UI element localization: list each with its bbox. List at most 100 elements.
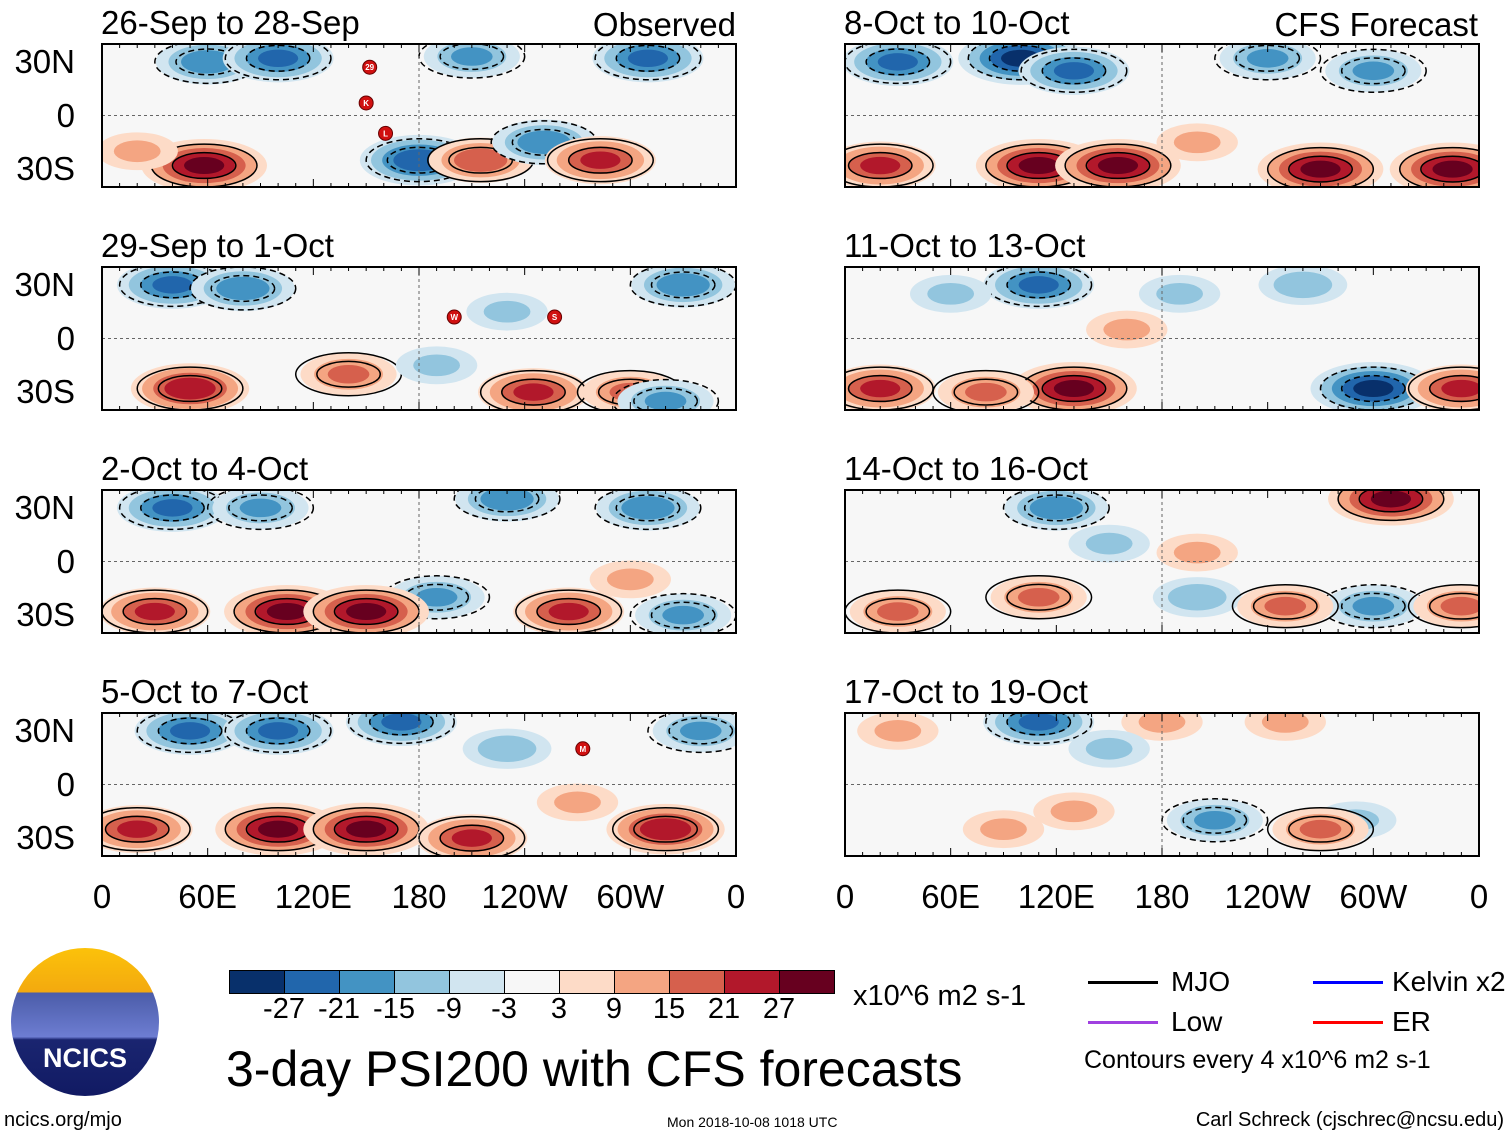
map-panel: [844, 712, 1480, 857]
mjo-contour: [611, 378, 720, 410]
lat-tick-label: 0: [56, 96, 75, 134]
mjo-contour: [1006, 271, 1072, 299]
colorbar-swatch: [340, 971, 395, 993]
panel-title: 2-Oct to 4-Oct: [101, 450, 309, 487]
mjo-contour: [1407, 583, 1479, 629]
mjo-contour: [1428, 592, 1479, 620]
footer-timestamp: Mon 2018-10-08 1018 UTC: [667, 1114, 838, 1130]
legend-kelvin-label: Kelvin x2: [1392, 966, 1506, 997]
tropical-cyclone-icon: [378, 125, 394, 141]
mjo-contour: [474, 490, 540, 513]
mjo-contour: [206, 490, 315, 531]
colorbar-tick-label: 15: [652, 993, 686, 1025]
anomaly-shading: [181, 50, 235, 74]
anomaly-shading: [257, 820, 299, 838]
mjo-contour: [1288, 815, 1353, 843]
anomaly-shading: [113, 140, 161, 163]
mjo-contour: [1340, 592, 1406, 620]
colorbar-tick-label: -3: [491, 993, 517, 1025]
tropical-cyclone-icon: [362, 59, 378, 75]
lat-tick-label: 30N: [14, 42, 75, 80]
mjo-contour: [1340, 57, 1406, 85]
mjo-contour: [668, 717, 734, 745]
mjo-contour: [245, 717, 311, 745]
map-panel: [844, 266, 1480, 411]
lon-tick-label: 120E: [1017, 878, 1095, 915]
mjo-contour: [650, 271, 716, 299]
lat-tick-label: 30N: [14, 711, 75, 749]
anomaly-shading: [327, 364, 370, 384]
lat-tick-label: 30S: [16, 819, 75, 857]
mjo-contour: [1006, 583, 1072, 611]
mjo-contour: [1214, 44, 1322, 81]
anomaly-shading: [1050, 800, 1098, 823]
anomaly-shading: [1053, 62, 1095, 80]
mjo-contour: [501, 378, 566, 406]
mjo-contour: [210, 274, 276, 303]
mjo-contour: [536, 597, 602, 626]
anomaly-shading: [169, 722, 211, 740]
anomaly-shading: [1352, 61, 1395, 81]
anomaly-shading: [1018, 157, 1059, 175]
anomaly-shading: [1273, 271, 1333, 299]
lon-tick-label: 0: [835, 878, 855, 915]
mjo-contour: [932, 369, 1040, 410]
mjo-contour: [245, 44, 311, 72]
anomaly-shading: [1018, 276, 1059, 294]
colorbar-swatch: [725, 971, 780, 993]
lon-tick-label: 0: [92, 878, 112, 915]
lon-tick-label: 180: [391, 878, 447, 915]
mjo-contour: [1231, 583, 1339, 629]
storm-label: W: [450, 313, 458, 322]
footer-url[interactable]: ncics.org/mjo: [4, 1109, 122, 1131]
storm-label: K: [363, 99, 369, 108]
mjo-contour: [615, 44, 681, 72]
anomaly-shading: [1085, 532, 1133, 555]
anomaly-shading: [346, 820, 387, 838]
colorbar-tick-label: 3: [550, 993, 568, 1025]
anomaly-shading: [480, 490, 534, 511]
anomaly-shading: [1299, 819, 1342, 839]
lat-tick-label: 30S: [16, 150, 75, 188]
map-panel: M: [101, 712, 737, 857]
anomaly-shading: [152, 276, 193, 294]
mjo-contour: [633, 815, 699, 843]
colorbar-swatch: [615, 971, 670, 993]
mjo-contour: [1085, 151, 1151, 180]
anomaly-shading: [258, 49, 299, 68]
mjo-contour: [157, 717, 223, 745]
anomaly-shading: [1018, 713, 1059, 731]
anomaly-shading: [644, 391, 687, 410]
tropical-cyclone-icon: [547, 309, 563, 325]
mjo-contour: [224, 44, 332, 81]
anomaly-shading: [1261, 713, 1309, 733]
legend-mjo-line: [1088, 981, 1158, 984]
mjo-contour: [845, 143, 934, 187]
lat-tick-label: 30N: [14, 265, 75, 303]
panel-title: 26-Sep to 28-Sep: [101, 4, 360, 41]
anomaly-shading: [1029, 496, 1083, 520]
colorbar-unit: x10^6 m2 s-1: [853, 980, 1027, 1012]
mjo-contour: [985, 575, 1093, 620]
anomaly-shading: [258, 722, 299, 740]
tropical-cyclone-icon: [575, 741, 591, 757]
anomaly-shading: [1370, 490, 1412, 508]
mjo-contour: [1023, 494, 1089, 522]
mjo-contour: [629, 592, 736, 633]
lat-tick-label: 30S: [16, 596, 75, 634]
anomaly-shading: [860, 156, 901, 175]
anomaly-shading: [927, 282, 975, 305]
anomaly-shading: [1193, 810, 1236, 830]
mjo-contour: [1266, 146, 1375, 187]
anomaly-shading: [548, 602, 589, 621]
colorbar-tick-label: 9: [605, 993, 623, 1025]
anomaly-shading: [1097, 157, 1139, 175]
storm-label: S: [552, 313, 558, 322]
anomaly-shading: [184, 157, 225, 175]
anomaly-shading: [874, 720, 922, 742]
anomaly-shading: [980, 818, 1027, 841]
lon-tick-label: 180: [1134, 878, 1190, 915]
colorbar-swatch: [780, 971, 834, 993]
anomaly-shading: [450, 47, 493, 66]
